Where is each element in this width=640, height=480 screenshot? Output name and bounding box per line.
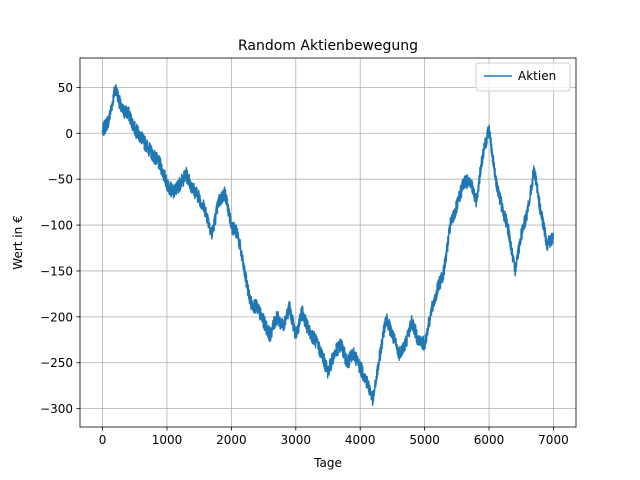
y-tick-label: −300 (40, 402, 73, 416)
x-tick-label: 7000 (538, 433, 569, 447)
x-tick-label: 3000 (281, 433, 312, 447)
x-tick-label: 4000 (345, 433, 376, 447)
y-tick-label: −50 (48, 173, 73, 187)
x-axis-label: Tage (313, 456, 342, 470)
x-tick-label: 6000 (474, 433, 505, 447)
y-tick-label: −150 (40, 264, 73, 278)
series-group (101, 84, 555, 406)
chart-title: Random Aktienbewegung (238, 38, 418, 54)
x-tick-label: 1000 (152, 433, 183, 447)
series-line-aktien (101, 84, 555, 406)
x-tick-label: 2000 (216, 433, 247, 447)
legend-box (475, 62, 571, 92)
plot-frame (79, 57, 577, 428)
x-tick-label: 5000 (409, 433, 440, 447)
legend-label-aktien: Aktien (518, 69, 556, 83)
y-axis-label: Wert in € (11, 215, 25, 269)
ticks: 0 1000 2000 3000 4000 5000 6000 7000 50 0 −50 −100 −… (40, 81, 569, 447)
y-tick-label: 50 (58, 81, 73, 95)
y-tick-label: −250 (40, 356, 73, 370)
y-tick-label: 0 (65, 127, 73, 141)
y-tick-label: −100 (40, 219, 73, 233)
x-tick-label: 0 (99, 433, 107, 447)
grid (80, 58, 576, 427)
legend: Aktien (475, 62, 571, 92)
y-tick-label: −200 (40, 310, 73, 324)
